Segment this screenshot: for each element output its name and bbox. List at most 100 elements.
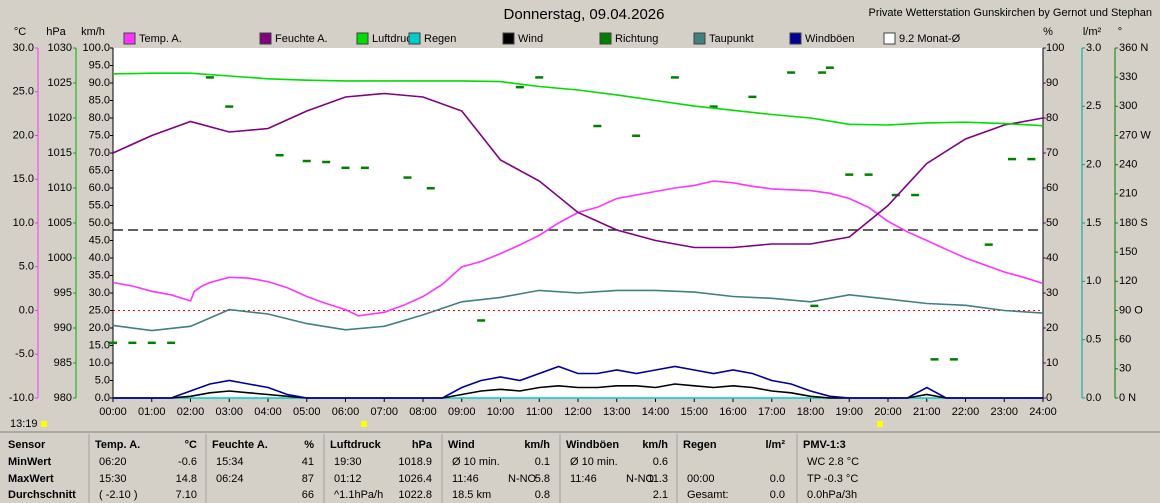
cell-value: 5.8 bbox=[535, 473, 550, 485]
y-tick-label: 15.0 bbox=[89, 339, 110, 351]
series-line bbox=[112, 289, 1044, 332]
legend-label: Wind bbox=[518, 33, 543, 45]
direction-point bbox=[275, 153, 284, 157]
chart-subtitle: Private Wetterstation Gunskirchen by Ger… bbox=[868, 7, 1152, 19]
cell-value: 41 bbox=[302, 456, 314, 468]
y-tick-label: 10 bbox=[1046, 357, 1058, 369]
y-tick-label: 995 bbox=[54, 287, 72, 299]
direction-point bbox=[477, 319, 486, 322]
y-tick-label: 65.0 bbox=[89, 164, 110, 176]
cell-left: 06:24 bbox=[216, 473, 244, 485]
direction-point bbox=[322, 160, 331, 164]
y-tick-label: 100.0 bbox=[82, 42, 110, 54]
cell-value: 11.3 bbox=[647, 473, 668, 485]
row-label: MinWert bbox=[8, 456, 52, 468]
cell-value: 87 bbox=[302, 473, 314, 485]
legend-swatch bbox=[693, 32, 706, 45]
y-tick-label: 30.0 bbox=[89, 287, 110, 299]
direction-point bbox=[535, 76, 544, 79]
y-tick-label: 300 bbox=[1119, 100, 1137, 112]
cell-left: 18.5 km bbox=[452, 489, 491, 501]
plot-area bbox=[113, 48, 1043, 398]
direction-point bbox=[930, 358, 939, 361]
cell-left: ^1.1hPa/h bbox=[334, 489, 383, 501]
direction-point bbox=[515, 85, 524, 89]
legend-swatch bbox=[356, 32, 369, 45]
y-tick-label: 35.0 bbox=[89, 269, 110, 281]
direction-point bbox=[845, 173, 854, 176]
y-tick-label: 120 bbox=[1119, 275, 1137, 287]
y-tick-label: 1015 bbox=[48, 147, 72, 159]
cell-middle: N-NO bbox=[626, 473, 655, 485]
y-tick-label: 25.0 bbox=[13, 86, 34, 98]
y-tick-label: 50.0 bbox=[89, 217, 110, 229]
column-header: Feuchte A. bbox=[212, 439, 268, 451]
cell-value: 0.8 bbox=[535, 489, 550, 501]
direction-point bbox=[787, 71, 796, 74]
legend-label: Luftdruck bbox=[372, 33, 418, 45]
legend-swatch bbox=[259, 32, 272, 45]
y-tick-label: 15.0 bbox=[13, 173, 34, 185]
y-tick-label: 30.0 bbox=[13, 42, 34, 54]
y-tick-label: 30 bbox=[1119, 363, 1131, 375]
cell-value: 1026.4 bbox=[398, 473, 432, 485]
time-marker bbox=[361, 421, 367, 427]
y-tick-label: 60 bbox=[1119, 334, 1131, 346]
axis-unit: l/m² bbox=[1083, 26, 1102, 38]
x-tick-label: 24:00 bbox=[1029, 406, 1057, 418]
legend-swatch bbox=[502, 32, 515, 45]
y-tick-label: 150 bbox=[1119, 246, 1137, 258]
column-header: PMV-1:3 bbox=[803, 439, 846, 451]
direction-point bbox=[1027, 157, 1036, 161]
y-tick-label: 1030 bbox=[48, 42, 72, 54]
y-tick-label: 100 bbox=[1046, 42, 1064, 54]
y-tick-label: 80 bbox=[1046, 112, 1058, 124]
direction-point bbox=[984, 243, 993, 246]
x-tick-label: 06:00 bbox=[332, 406, 360, 418]
direction-point bbox=[864, 173, 873, 176]
direction-point bbox=[128, 341, 137, 345]
direction-point bbox=[825, 66, 834, 69]
axis-unit: % bbox=[1043, 26, 1053, 38]
y-tick-label: 75.0 bbox=[89, 129, 110, 141]
y-tick-label: 1020 bbox=[48, 112, 72, 124]
direction-point bbox=[167, 341, 176, 345]
y-tick-label: -5.0 bbox=[15, 348, 34, 360]
column-header: Regen bbox=[683, 439, 717, 451]
x-tick-label: 02:00 bbox=[177, 406, 205, 418]
direction-point bbox=[341, 166, 350, 170]
time-marker bbox=[877, 421, 883, 427]
cell-value: 0.0 bbox=[770, 473, 785, 485]
cell-left: 0.0hPa/3h bbox=[807, 489, 857, 501]
y-tick-label: 1025 bbox=[48, 77, 72, 89]
cell-value: -0.6 bbox=[178, 456, 197, 468]
cell-value: 0.0 bbox=[770, 489, 785, 501]
cell-left: 01:12 bbox=[334, 473, 362, 485]
cell-value: 7.10 bbox=[176, 489, 197, 501]
direction-point bbox=[1008, 157, 1016, 161]
direction-point bbox=[810, 304, 819, 308]
y-tick-label: 0 bbox=[1046, 392, 1052, 404]
direction-point bbox=[670, 76, 679, 79]
direction-point bbox=[403, 176, 412, 179]
column-unit: °C bbox=[185, 439, 197, 451]
y-tick-label: 0.0 bbox=[95, 392, 110, 404]
y-tick-label: 45.0 bbox=[89, 234, 110, 246]
y-tick-label: 90 bbox=[1046, 77, 1058, 89]
y-tick-label: 360 N bbox=[1119, 42, 1148, 54]
cell-left: 19:30 bbox=[334, 456, 362, 468]
x-tick-label: 21:00 bbox=[913, 406, 941, 418]
y-tick-label: 70 bbox=[1046, 147, 1058, 159]
y-tick-label: 5.0 bbox=[19, 261, 34, 273]
cell-value: 1022.8 bbox=[398, 489, 432, 501]
y-tick-label: 210 bbox=[1119, 188, 1137, 200]
row-label: MaxWert bbox=[8, 473, 54, 485]
y-tick-label: 85.0 bbox=[89, 94, 110, 106]
y-tick-label: 60.0 bbox=[89, 182, 110, 194]
cell-middle: N-NO bbox=[508, 473, 537, 485]
legend-swatch bbox=[599, 32, 612, 45]
cell-value: 0.1 bbox=[535, 456, 550, 468]
direction-point bbox=[147, 341, 156, 345]
x-tick-label: 22:00 bbox=[952, 406, 980, 418]
cell-left: Ø 10 min. bbox=[570, 456, 618, 468]
